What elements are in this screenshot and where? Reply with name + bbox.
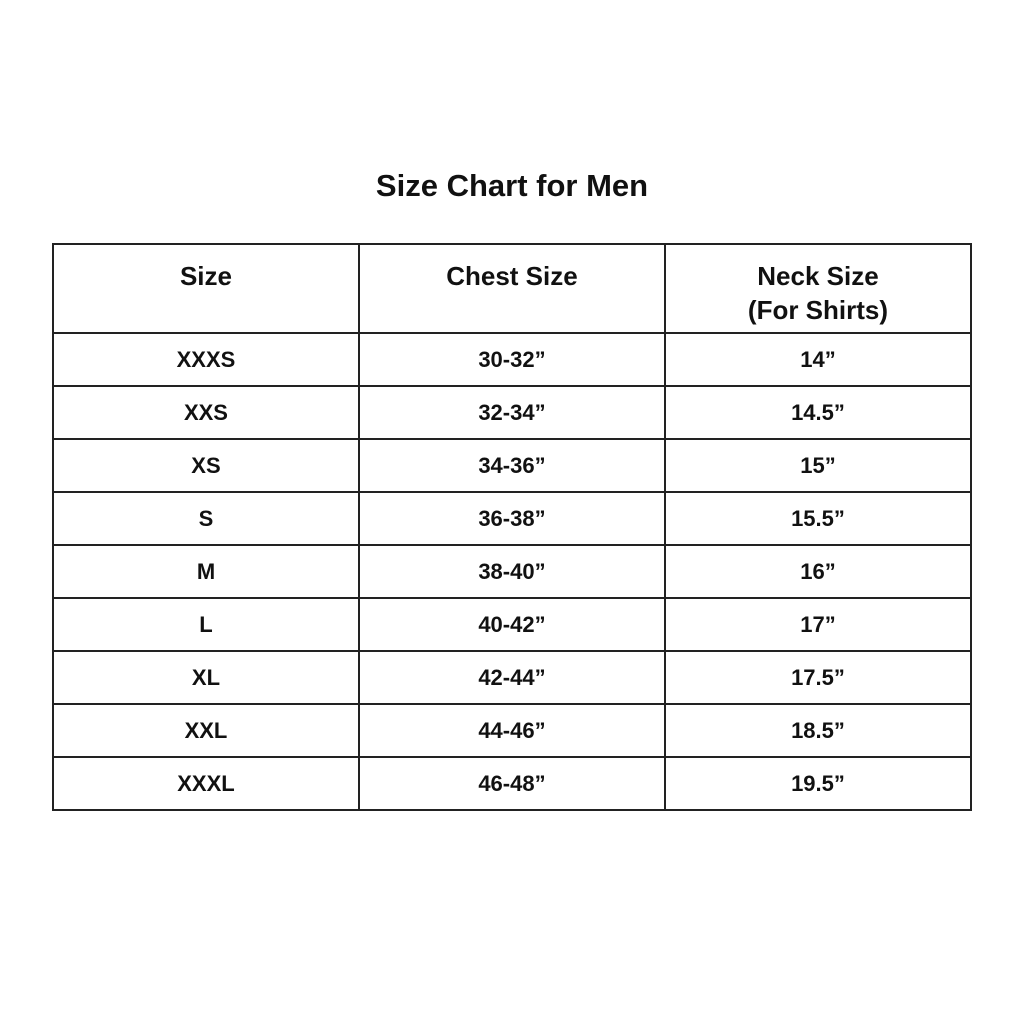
table-row: XXL 44-46” 18.5” <box>52 703 973 758</box>
cell-chest-size: 42-44” <box>357 650 666 705</box>
cell-chest-size: 46-48” <box>357 756 666 811</box>
table-header-row: Size Chest Size Neck Size (For Shirts) <box>52 243 973 334</box>
table-body: XXXS 30-32” 14” XXS 32-34” 14.5” XS 34-36” 15” S 3… <box>52 332 973 811</box>
cell-chest-size: 38-40” <box>357 544 666 599</box>
cell-neck-size: 14.5” <box>663 385 973 440</box>
cell-size: M <box>52 544 360 599</box>
cell-size: XXL <box>52 703 360 758</box>
page-title: Size Chart for Men <box>375 168 649 203</box>
header-size: Size <box>52 243 360 334</box>
cell-size: S <box>52 491 360 546</box>
cell-neck-size: 16” <box>663 544 973 599</box>
cell-neck-size: 18.5” <box>663 703 973 758</box>
cell-chest-size: 34-36” <box>357 438 666 493</box>
cell-chest-size: 44-46” <box>357 703 666 758</box>
cell-size: XXS <box>52 385 360 440</box>
header-neck-size-note: (For Shirts) <box>747 295 889 325</box>
cell-size: L <box>52 597 360 652</box>
table-row: XXXS 30-32” 14” <box>52 332 973 387</box>
cell-neck-size: 17.5” <box>663 650 973 705</box>
cell-size: XXXS <box>52 332 360 387</box>
cell-chest-size: 40-42” <box>357 597 666 652</box>
table-row: XXXL 46-48” 19.5” <box>52 756 973 811</box>
header-neck-size-label: Neck Size <box>757 261 879 291</box>
cell-neck-size: 15” <box>663 438 973 493</box>
table-row: XXS 32-34” 14.5” <box>52 385 973 440</box>
cell-chest-size: 32-34” <box>357 385 666 440</box>
cell-neck-size: 19.5” <box>663 756 973 811</box>
cell-neck-size: 14” <box>663 332 973 387</box>
cell-chest-size: 36-38” <box>357 491 666 546</box>
table-row: M 38-40” 16” <box>52 544 973 599</box>
cell-size: XL <box>52 650 360 705</box>
cell-size: XXXL <box>52 756 360 811</box>
header-chest-size: Chest Size <box>357 243 666 334</box>
cell-neck-size: 15.5” <box>663 491 973 546</box>
size-chart-table: Size Chest Size Neck Size (For Shirts) X… <box>52 243 973 811</box>
table-row: XL 42-44” 17.5” <box>52 650 973 705</box>
table-row: L 40-42” 17” <box>52 597 973 652</box>
cell-neck-size: 17” <box>663 597 973 652</box>
cell-size: XS <box>52 438 360 493</box>
cell-chest-size: 30-32” <box>357 332 666 387</box>
table-row: XS 34-36” 15” <box>52 438 973 493</box>
table-row: S 36-38” 15.5” <box>52 491 973 546</box>
header-neck-size: Neck Size (For Shirts) <box>663 243 973 334</box>
